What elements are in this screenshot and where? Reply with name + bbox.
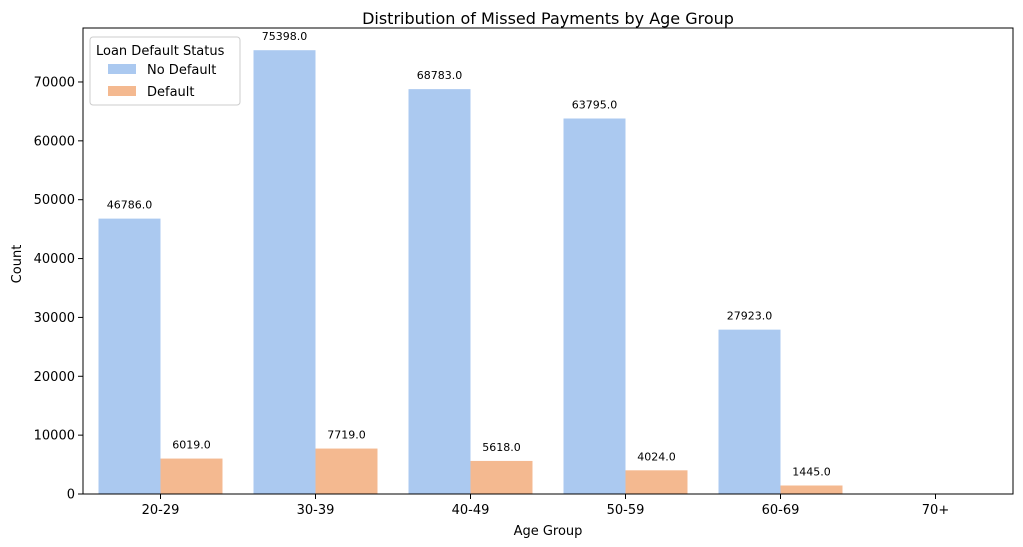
data-label: 75398.0 xyxy=(262,30,308,43)
data-label: 63795.0 xyxy=(572,98,618,111)
x-tick-label: 30-39 xyxy=(297,503,335,518)
bar-default xyxy=(315,448,378,494)
data-label: 68783.0 xyxy=(417,69,463,82)
x-tick-label: 40-49 xyxy=(452,503,490,518)
y-tick-label: 20000 xyxy=(34,370,75,385)
legend-label-default: Default xyxy=(147,85,195,100)
x-axis-title: Age Group xyxy=(514,524,583,539)
bar-no-default xyxy=(563,118,626,494)
chart-title: Distribution of Missed Payments by Age G… xyxy=(362,9,734,28)
data-label: 1445.0 xyxy=(792,465,831,478)
data-label: 5618.0 xyxy=(482,441,521,454)
x-tick-label: 70+ xyxy=(922,503,949,518)
bar-default xyxy=(160,458,223,494)
legend-label-no-default: No Default xyxy=(147,63,216,78)
y-tick-label: 70000 xyxy=(34,75,75,90)
bar-no-default xyxy=(408,89,471,495)
y-axis-title: Count xyxy=(10,245,25,284)
x-tick-label: 60-69 xyxy=(762,503,800,518)
bar-no-default xyxy=(253,50,316,495)
legend: Loan Default Status No Default Default xyxy=(89,36,241,106)
bar-no-default xyxy=(98,218,161,494)
bar-default xyxy=(470,460,533,494)
plot-frame xyxy=(82,27,1014,495)
bar-default xyxy=(780,485,843,494)
bar-no-default xyxy=(718,329,781,494)
x-tick-label: 50-59 xyxy=(607,503,645,518)
y-tick-label: 60000 xyxy=(34,134,75,149)
legend-swatch-default xyxy=(108,86,136,96)
data-label: 7719.0 xyxy=(327,429,366,442)
y-tick-label: 10000 xyxy=(34,429,75,444)
data-label: 46786.0 xyxy=(107,199,153,212)
y-tick-label: 50000 xyxy=(34,193,75,208)
legend-title: Loan Default Status xyxy=(96,44,225,59)
data-label: 27923.0 xyxy=(727,310,773,323)
plot-area: 0 10000 20000 30000 40000 50000 60000 70000 4678… xyxy=(34,27,1014,518)
data-label: 6019.0 xyxy=(172,439,211,452)
x-tick-label: 20-29 xyxy=(142,503,180,518)
y-tick-label: 0 xyxy=(67,488,75,503)
y-tick-label: 40000 xyxy=(34,252,75,267)
y-tick-label: 30000 xyxy=(34,311,75,326)
bar-default xyxy=(625,470,688,494)
data-label: 4024.0 xyxy=(637,450,676,463)
legend-swatch-no-default xyxy=(108,64,136,74)
